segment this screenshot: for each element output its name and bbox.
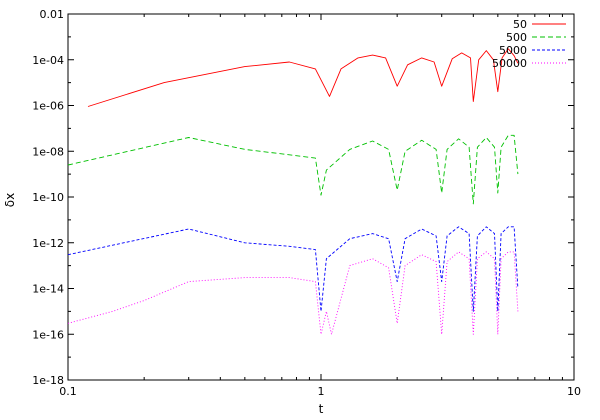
- series-line-50000: [67, 251, 519, 335]
- legend-label: 50000: [492, 57, 527, 70]
- x-tick-label: 1: [318, 385, 325, 398]
- y-tick-label: 1e-14: [32, 283, 64, 296]
- series-line-500: [67, 134, 519, 205]
- legend-label: 50: [513, 18, 527, 31]
- x-tick-label: 0.1: [59, 385, 77, 398]
- series-line-50: [87, 48, 519, 107]
- y-tick-label: 1e-12: [32, 237, 64, 250]
- y-axis-label: δx: [3, 193, 17, 207]
- series-line-5000: [67, 226, 519, 312]
- x-axis: 0.1 1 10: [59, 14, 581, 398]
- y-axis: 1e-18 1e-16 1e-14 1e-12 1e-10 1e-08 1e-06 1e-04…: [32, 8, 574, 387]
- y-tick-label: 1e-04: [32, 54, 64, 67]
- legend-label: 500: [506, 31, 527, 44]
- series-lines: [67, 48, 519, 335]
- legend-label: 5000: [499, 44, 527, 57]
- y-tick-label: 1e-18: [32, 374, 64, 387]
- y-tick-label: 1e-16: [32, 328, 64, 341]
- y-tick-label: 1e-06: [32, 100, 64, 113]
- x-axis-label: t: [319, 402, 324, 416]
- y-tick-label: 0.01: [40, 8, 65, 21]
- y-tick-label: 1e-10: [32, 191, 64, 204]
- y-tick-label: 1e-08: [32, 145, 64, 158]
- x-tick-label: 10: [567, 385, 581, 398]
